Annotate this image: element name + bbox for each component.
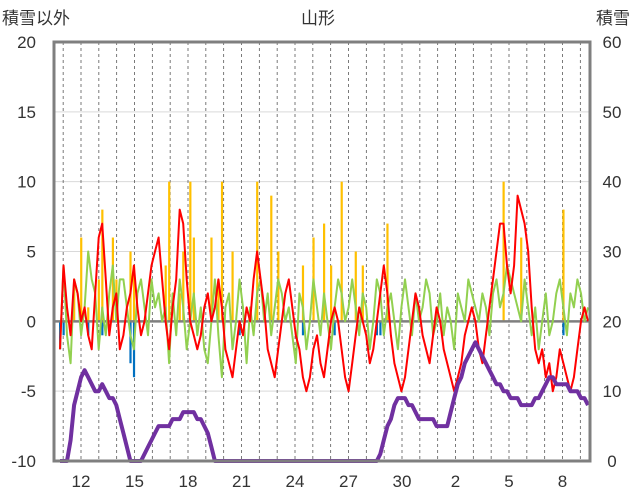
negative-bar xyxy=(62,321,65,336)
precipitation-bar xyxy=(168,181,171,322)
precipitation-bar xyxy=(210,237,213,322)
y-left-axis-label: 積雪以外 xyxy=(2,9,70,28)
x-tick-label: 30 xyxy=(393,472,412,491)
x-tick-label: 18 xyxy=(179,472,198,491)
precipitation-bar xyxy=(340,181,343,322)
y-right-tick-label: 30 xyxy=(603,243,622,262)
precipitation-bar xyxy=(189,181,192,322)
precipitation-bar xyxy=(354,251,357,322)
y-right-tick-label: 40 xyxy=(603,173,622,192)
y-left-tick-label: 10 xyxy=(17,173,36,192)
x-tick-label: 5 xyxy=(504,472,513,491)
precipitation-bar xyxy=(520,237,523,322)
x-tick-label: 27 xyxy=(339,472,358,491)
x-tick-label: 8 xyxy=(558,472,567,491)
y-left-tick-label: -10 xyxy=(11,452,36,471)
precipitation-bar xyxy=(270,195,273,322)
y-right-tick-label: 50 xyxy=(603,103,622,122)
y-left-tick-label: -5 xyxy=(21,382,36,401)
x-tick-label: 2 xyxy=(451,472,460,491)
negative-bar xyxy=(129,321,132,364)
y-left-tick-label: 15 xyxy=(17,103,36,122)
negative-bar xyxy=(562,321,565,336)
x-tick-label: 24 xyxy=(286,472,305,491)
negative-bar xyxy=(101,321,104,336)
precipitation-bar xyxy=(178,293,181,322)
x-tick-label: 15 xyxy=(125,472,144,491)
precipitation-bar xyxy=(220,181,224,322)
x-tick-label: 21 xyxy=(232,472,251,491)
y-right-tick-label: 10 xyxy=(603,382,622,401)
negative-bar xyxy=(379,321,382,336)
plot-frame xyxy=(52,40,592,463)
line-layer xyxy=(52,40,592,463)
label-layer: 20 60 15 50 10 40 5 30 0 20 -5 10 -10 0 12 15 18 21 24 27 30… xyxy=(11,33,621,491)
precipitation-bar xyxy=(277,251,280,322)
precipitation-bar xyxy=(97,279,100,322)
y-right-tick-label: 60 xyxy=(603,33,622,52)
x-tick-label: 12 xyxy=(72,472,91,491)
precipitation-bar xyxy=(562,209,565,322)
precipitation-bar xyxy=(386,223,389,322)
y-right-tick-label: 20 xyxy=(603,312,622,331)
precipitation-bar xyxy=(217,279,220,322)
negative-bar xyxy=(333,321,336,336)
precipitation-bar xyxy=(132,265,136,322)
precipitation-bar xyxy=(182,251,185,322)
chart-title: 山形 xyxy=(301,9,335,28)
precipitation-bar xyxy=(87,307,90,322)
precipitation-bar xyxy=(502,181,505,322)
precipitation-bar xyxy=(192,237,195,322)
series-line-temperature-max xyxy=(59,194,589,393)
y-right-tick-label: 0 xyxy=(607,452,616,471)
y-left-tick-label: 5 xyxy=(27,243,36,262)
precipitation-bar xyxy=(330,265,333,322)
precipitation-bar xyxy=(323,223,326,322)
series-line-temperature-min xyxy=(59,250,589,379)
y-right-axis-label: 積雪 xyxy=(596,9,630,28)
precipitation-bar xyxy=(101,209,104,322)
precipitation-bar xyxy=(231,251,234,322)
y-left-tick-label: 0 xyxy=(27,312,36,331)
negative-bar xyxy=(301,321,305,336)
precipitation-bar xyxy=(301,265,305,322)
precipitation-bar xyxy=(80,237,83,322)
y-left-tick-label: 20 xyxy=(17,33,36,52)
precipitation-bar xyxy=(164,265,167,322)
